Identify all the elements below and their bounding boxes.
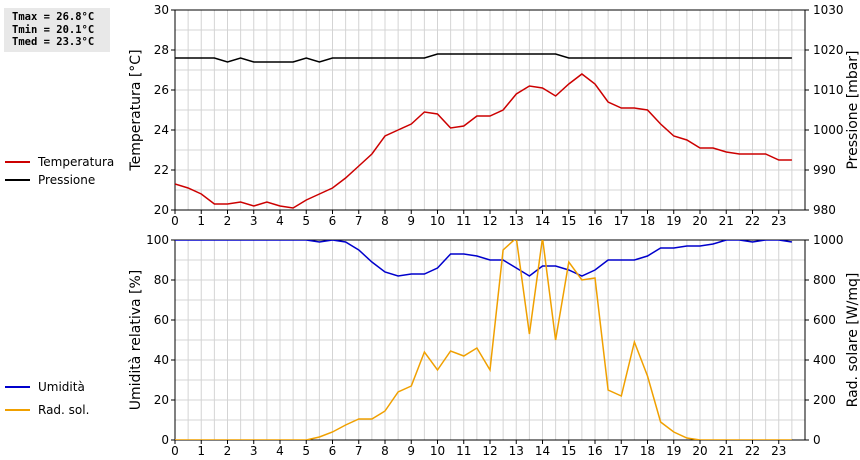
y-right-tick-label: 400 (813, 353, 836, 367)
x-tick-label: 1 (197, 214, 205, 228)
y-right-axis-label: Rad. solare [W/mq] (845, 273, 860, 408)
y-left-tick-label: 26 (154, 83, 169, 97)
stat-tmin: Tmin = 20.1°C (12, 23, 95, 36)
stat-tmed: Tmed = 23.3°C (12, 36, 95, 48)
x-tick-label: 15 (561, 214, 576, 228)
series-line-umidit- (175, 240, 793, 277)
x-tick-label: 19 (666, 444, 681, 458)
y-right-tick-label: 1030 (813, 3, 844, 17)
y-left-tick-label: 20 (154, 203, 169, 217)
y-left-tick-label: 22 (154, 163, 169, 177)
x-tick-label: 14 (535, 444, 550, 458)
x-tick-label: 21 (719, 444, 734, 458)
x-tick-label: 8 (381, 444, 389, 458)
x-tick-label: 20 (692, 444, 707, 458)
x-tick-label: 0 (171, 444, 179, 458)
y-right-tick-label: 200 (813, 393, 836, 407)
chart-panel-1: 0 1 2 3 4 5 6 7 8 9 10 11 12 13 14 15 16 17 18 19 20 21 22 2320… (5, 3, 860, 228)
x-tick-label: 2 (224, 444, 232, 458)
x-tick-label: 9 (407, 444, 415, 458)
x-tick-label: 7 (355, 214, 363, 228)
stats-box: Tmax = 26.8°C Tmin = 20.1°C Tmed = 23.3°… (4, 8, 110, 52)
x-tick-label: 7 (355, 444, 363, 458)
y-left-tick-label: 100 (146, 233, 169, 247)
x-tick-label: 5 (302, 214, 310, 228)
x-tick-label: 3 (250, 214, 258, 228)
y-left-tick-label: 60 (154, 313, 169, 327)
x-tick-label: 17 (614, 444, 629, 458)
x-tick-label: 23 (771, 214, 786, 228)
stat-tmax: Tmax = 26.8°C (12, 11, 95, 23)
y-left-axis-label: Temperatura [°C] (128, 49, 144, 171)
y-left-tick-label: 0 (161, 433, 169, 447)
legend-label: Pressione (38, 173, 95, 187)
x-tick-label: 18 (640, 444, 655, 458)
legend-label: Temperatura (37, 155, 114, 169)
x-tick-label: 12 (482, 444, 497, 458)
x-tick-label: 11 (456, 444, 471, 458)
y-right-tick-label: 980 (813, 203, 836, 217)
x-tick-label: 12 (482, 214, 497, 228)
x-tick-label: 14 (535, 214, 550, 228)
chart-panel-2: 0 1 2 3 4 5 6 7 8 9 10 11 12 13 14 15 16 17 18 19 20 21 22 2302… (5, 233, 860, 458)
y-right-axis-label: Pressione [mbar] (845, 50, 860, 169)
x-tick-label: 16 (587, 444, 602, 458)
y-right-tick-label: 1020 (813, 43, 844, 57)
x-tick-label: 6 (329, 444, 337, 458)
series-line-rad-sol- (175, 240, 792, 440)
y-left-tick-label: 30 (154, 3, 169, 17)
y-left-tick-label: 40 (154, 353, 169, 367)
y-right-tick-label: 1000 (813, 233, 844, 247)
x-tick-label: 5 (302, 444, 310, 458)
y-right-tick-label: 1010 (813, 83, 844, 97)
x-tick-label: 4 (276, 444, 284, 458)
y-left-tick-label: 20 (154, 393, 169, 407)
x-tick-label: 2 (224, 214, 232, 228)
x-tick-label: 13 (509, 214, 524, 228)
x-tick-label: 3 (250, 444, 258, 458)
y-right-tick-label: 800 (813, 273, 836, 287)
x-tick-label: 23 (771, 444, 786, 458)
x-tick-label: 16 (587, 214, 602, 228)
x-tick-label: 15 (561, 444, 576, 458)
x-tick-label: 18 (640, 214, 655, 228)
x-tick-label: 10 (430, 444, 445, 458)
x-tick-label: 9 (407, 214, 415, 228)
y-left-tick-label: 80 (154, 273, 169, 287)
x-tick-label: 20 (692, 214, 707, 228)
legend-label: Rad. sol. (38, 403, 89, 417)
y-right-tick-label: 600 (813, 313, 836, 327)
y-right-tick-label: 1000 (813, 123, 844, 137)
y-left-tick-label: 28 (154, 43, 169, 57)
x-tick-label: 8 (381, 214, 389, 228)
x-tick-label: 6 (329, 214, 337, 228)
x-tick-label: 11 (456, 214, 471, 228)
x-tick-label: 22 (745, 214, 760, 228)
x-tick-label: 4 (276, 214, 284, 228)
x-tick-label: 13 (509, 444, 524, 458)
series-line-temperatura (175, 73, 792, 209)
x-tick-label: 1 (197, 444, 205, 458)
y-right-tick-label: 0 (813, 433, 821, 447)
y-left-axis-label: Umidità relativa [%] (128, 270, 144, 411)
x-tick-label: 22 (745, 444, 760, 458)
y-left-tick-label: 24 (154, 123, 169, 137)
x-tick-label: 0 (171, 214, 179, 228)
x-tick-label: 19 (666, 214, 681, 228)
legend-label: Umidità (38, 380, 85, 394)
y-right-tick-label: 990 (813, 163, 836, 177)
x-tick-label: 17 (614, 214, 629, 228)
series-line-pressione (175, 53, 792, 63)
x-tick-label: 21 (719, 214, 734, 228)
x-tick-label: 10 (430, 214, 445, 228)
